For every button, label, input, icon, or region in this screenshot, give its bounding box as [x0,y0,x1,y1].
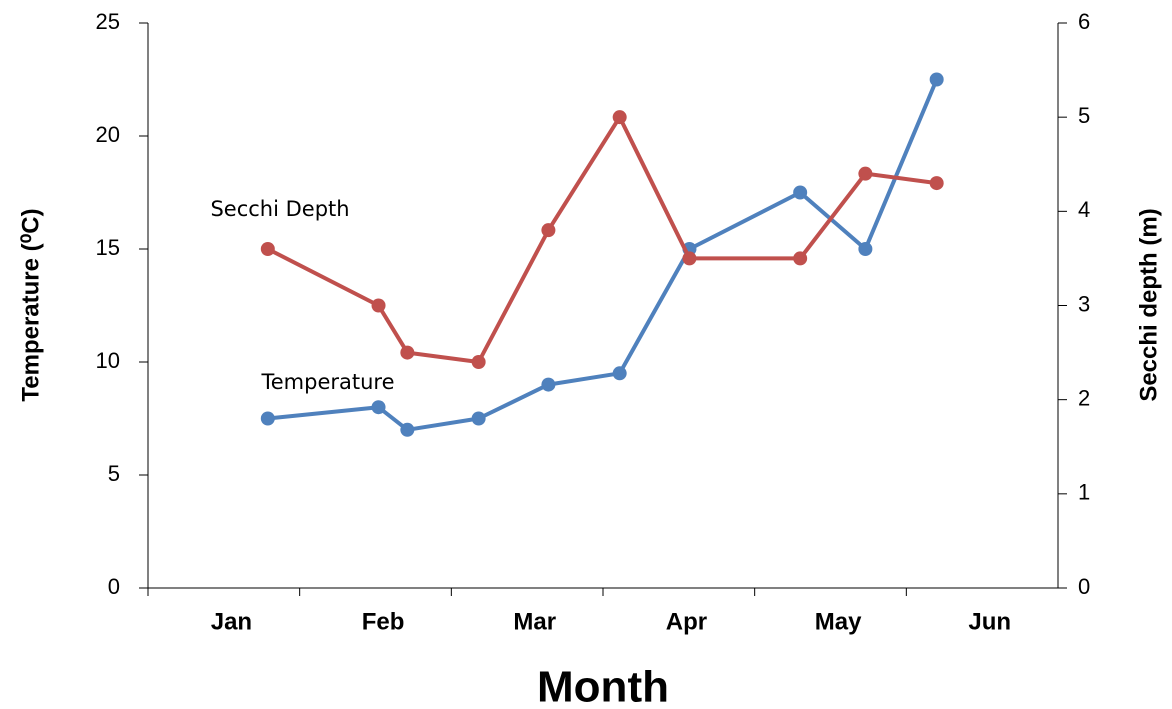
series-marker [371,400,386,415]
x-tick-label: Jan [211,608,252,635]
y-tick-label: 15 [96,235,120,260]
series-marker [858,242,873,256]
series-marker [471,355,486,369]
y2-tick-label: 3 [1078,291,1090,316]
series-line [267,78,939,432]
series-marker [612,110,627,125]
y2-tick-label: 1 [1078,480,1090,505]
series-marker [929,72,944,87]
series-marker [682,251,697,266]
y-tick-label: 5 [108,461,120,486]
y-tick-label: 20 [96,122,120,147]
x-axis-title: Month [537,663,669,709]
y2-tick-label: 5 [1078,103,1090,128]
series-marker [471,411,486,426]
x-tick-label: May [815,608,862,635]
y2-tick-label: 4 [1078,197,1090,222]
y-axis-title: Temperature (⁰C) [17,208,44,401]
series-marker [858,166,873,181]
y2-tick-label: 0 [1078,574,1090,599]
y2-tick-label: 6 [1078,9,1090,34]
series-marker [929,176,944,191]
series-marker [260,242,275,256]
y2-tick-label: 2 [1078,385,1090,410]
y2-axis-title: Secchi depth (m) [1135,208,1162,401]
series-line [266,115,937,364]
series-marker [371,298,386,313]
series-marker [541,223,556,238]
y-tick-label: 0 [108,574,120,599]
series-annotation: Temperature [260,370,394,394]
series-marker [612,366,627,381]
series-marker [400,345,415,360]
series-marker [541,377,556,392]
x-tick-label: Feb [362,608,405,635]
y-tick-label: 10 [96,348,120,373]
x-tick-label: Jun [968,608,1011,635]
series-marker [260,411,275,426]
x-tick-label: Mar [513,608,556,635]
x-tick-label: Apr [666,608,707,635]
series-marker [400,422,415,437]
series-marker [793,251,808,266]
series-marker [793,185,808,200]
series-annotation: Secchi Depth [210,197,349,221]
y-tick-label: 25 [96,9,120,34]
